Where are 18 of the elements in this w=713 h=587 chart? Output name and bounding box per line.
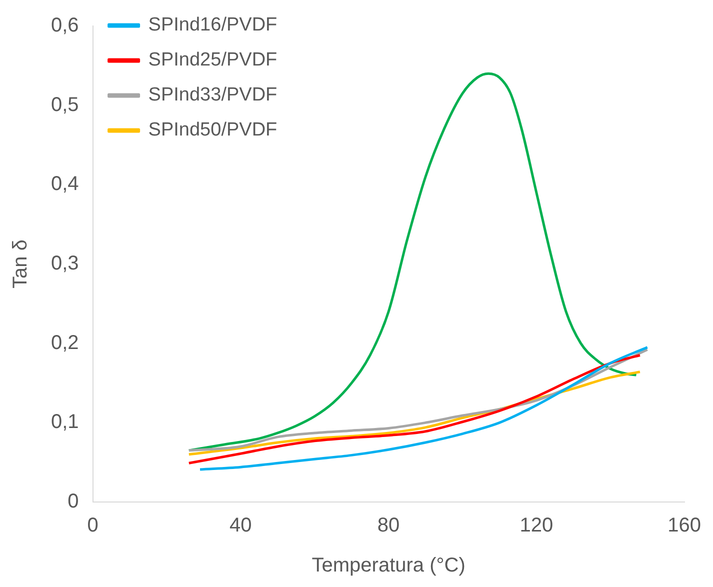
- legend-label: SPInd33/PVDF: [148, 84, 278, 106]
- legend-label: SPInd50/PVDF: [148, 120, 278, 141]
- x-tick-label: 80: [377, 514, 400, 537]
- x-tick-label: 0: [87, 514, 98, 537]
- legend-label: SPInd25/PVDF: [148, 50, 278, 71]
- legend-label: SPInd16/PVDF: [148, 14, 278, 36]
- y-tick-label: 0,4: [50, 173, 79, 196]
- y-tick-label: 0,6: [50, 14, 79, 37]
- y-axis-title: Tan δ: [10, 240, 32, 288]
- x-tick-label: 160: [668, 514, 702, 537]
- x-axis-title: Temperatura (°C): [312, 554, 466, 577]
- y-tick-label: 0,3: [50, 252, 79, 275]
- y-tick-label: 0: [68, 490, 79, 513]
- y-tick-label: 0,5: [50, 94, 79, 116]
- y-tick-label: 0,1: [50, 411, 79, 434]
- x-tick-label: 120: [520, 514, 554, 537]
- x-tick-label: 40: [230, 514, 252, 537]
- y-tick-label: 0,2: [50, 332, 79, 354]
